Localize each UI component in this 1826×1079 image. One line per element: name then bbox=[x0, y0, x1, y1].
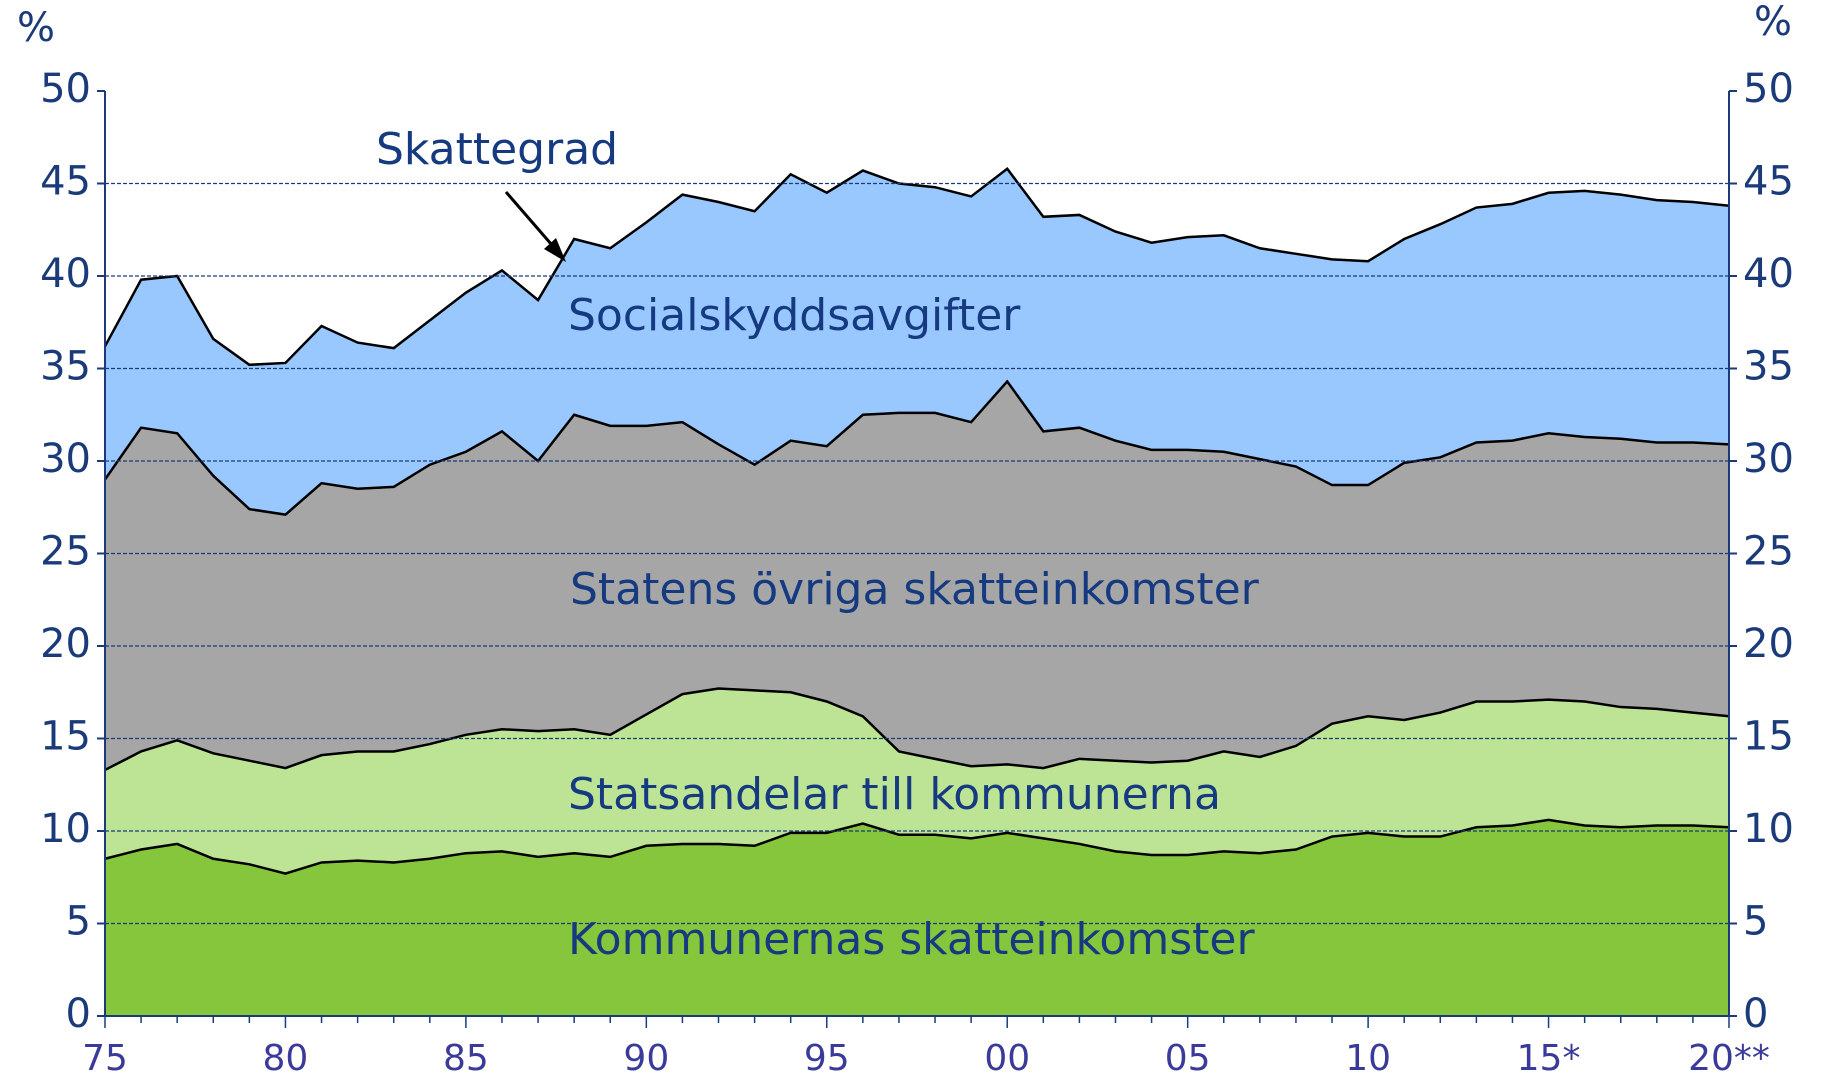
area-line bbox=[103, 166, 1730, 367]
x-tick-label: 80 bbox=[263, 1038, 309, 1079]
x-tick-label: 20** bbox=[1688, 1038, 1770, 1079]
y-tick-label: 35 bbox=[40, 344, 91, 390]
y-tick-label: 20 bbox=[40, 621, 91, 667]
y-tick-label: 40 bbox=[40, 251, 91, 297]
area bbox=[105, 819, 1729, 1016]
y-tick-label: 50 bbox=[40, 66, 91, 112]
area-line bbox=[104, 687, 1730, 772]
y2-tick-label: 25 bbox=[1743, 529, 1794, 575]
y2-tick-label: 20 bbox=[1743, 621, 1794, 667]
area-label: Statsandelar till kommunerna bbox=[568, 769, 1221, 820]
y2-tick-label: 35 bbox=[1743, 344, 1794, 390]
y-tick-label: 25 bbox=[40, 529, 91, 575]
x-tick-label: 00 bbox=[984, 1038, 1030, 1079]
x-tick-label: 95 bbox=[804, 1038, 850, 1079]
y-tick-label: 0 bbox=[66, 991, 91, 1037]
annotation: Skattegrad bbox=[376, 124, 618, 175]
y-tick-label: 5 bbox=[66, 899, 91, 945]
y-tick-label: 15 bbox=[40, 714, 91, 760]
x-tick-label: 10 bbox=[1345, 1038, 1391, 1079]
y2-tick-label: 40 bbox=[1743, 251, 1794, 297]
annotation-arrow bbox=[504, 191, 560, 253]
y2-tick-label: 5 bbox=[1743, 899, 1768, 945]
area bbox=[105, 381, 1729, 770]
y2-tick-label: 10 bbox=[1743, 806, 1794, 852]
area-label: Statens övriga skatteinkomster bbox=[570, 564, 1260, 615]
arrow-head bbox=[544, 238, 566, 262]
y2-unit: % bbox=[1754, 0, 1792, 45]
y2-tick-label: 50 bbox=[1743, 66, 1794, 112]
y-tick-label: 45 bbox=[40, 159, 91, 205]
y2-tick-label: 0 bbox=[1743, 991, 1768, 1037]
x-tick-label: 15* bbox=[1517, 1038, 1581, 1079]
x-tick-label: 85 bbox=[443, 1038, 489, 1079]
y2-tick-label: 45 bbox=[1743, 159, 1794, 205]
y2-tick-label: 30 bbox=[1743, 436, 1794, 482]
y2-tick-label: 15 bbox=[1743, 714, 1794, 760]
x-tick-label: 75 bbox=[82, 1038, 128, 1079]
y-unit: % bbox=[17, 5, 55, 51]
area-label: Kommunernas skatteinkomster bbox=[568, 914, 1255, 965]
y-tick-label: 30 bbox=[40, 436, 91, 482]
area-line bbox=[103, 379, 1730, 516]
y-tick-label: 10 bbox=[40, 806, 91, 852]
area-line bbox=[104, 818, 1730, 875]
x-tick-label: 90 bbox=[623, 1038, 669, 1079]
area bbox=[105, 688, 1729, 874]
area bbox=[105, 168, 1729, 515]
x-tick-label: 05 bbox=[1165, 1038, 1211, 1079]
area-label: Socialskyddsavgifter bbox=[568, 290, 1021, 341]
